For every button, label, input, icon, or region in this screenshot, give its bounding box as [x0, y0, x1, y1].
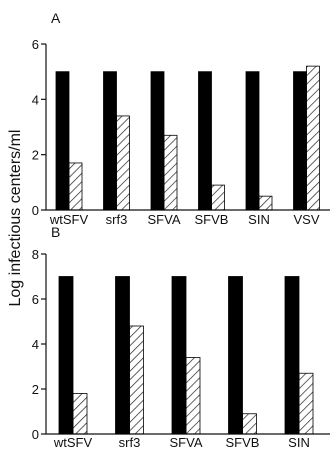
x-tick-label: wtSFV: [49, 212, 89, 227]
x-tick-label: SFVB: [226, 435, 260, 450]
solid-bar-sin: [245, 71, 260, 211]
solid-bar-wtsfv: [55, 71, 70, 211]
hatched-bar-sfvb: [211, 184, 225, 211]
y-tick-label: 4: [32, 92, 39, 107]
hatched-bar-vsv: [306, 65, 320, 211]
panel-letter: A: [51, 10, 61, 26]
solid-bar-sfvb: [198, 71, 212, 211]
y-tick-label: 0: [32, 203, 39, 218]
y-tick-label: 0: [32, 427, 39, 442]
hatched-bar-srf3: [129, 325, 144, 435]
panel-letter: B: [51, 224, 60, 240]
y-tick-label: 6: [32, 37, 39, 52]
solid-bar-sfvb: [228, 276, 243, 435]
hatched-bar-srf3: [116, 115, 130, 211]
shared-y-axis-label: Log infectious centers/ml: [7, 130, 24, 307]
solid-bar-sin: [284, 276, 300, 435]
y-tick-label: 2: [32, 382, 39, 397]
x-tick-label: SFVA: [170, 435, 203, 450]
x-tick-label: srf3: [106, 212, 128, 227]
x-tick-label: VSV: [293, 212, 319, 227]
y-tick-label: 6: [32, 292, 39, 307]
x-tick-label: SIN: [288, 435, 310, 450]
x-tick-label: wtSFV: [53, 435, 93, 450]
y-tick-label: 2: [32, 148, 39, 163]
x-tick-label: SFVB: [195, 212, 229, 227]
hatched-bar-sfvb: [242, 413, 257, 435]
solid-bar-sfva: [171, 276, 187, 435]
hatched-bar-sin: [258, 195, 273, 211]
hatched-bar-wtsfv: [68, 162, 83, 211]
x-tick-label: SFVA: [148, 212, 181, 227]
x-tick-label: SIN: [248, 212, 270, 227]
hatched-bar-sfva: [163, 134, 178, 211]
y-tick-label: 4: [32, 337, 39, 352]
hatched-bar-sin: [298, 372, 314, 435]
solid-bar-srf3: [115, 276, 130, 435]
solid-bar-srf3: [103, 71, 117, 211]
solid-bar-vsv: [293, 71, 307, 211]
solid-bar-sfva: [150, 71, 165, 211]
y-tick-label: 8: [32, 247, 39, 262]
x-tick-label: srf3: [119, 435, 141, 450]
hatched-bar-sfva: [185, 357, 201, 435]
solid-bar-wtsfv: [58, 276, 74, 435]
hatched-bar-wtsfv: [72, 393, 88, 435]
